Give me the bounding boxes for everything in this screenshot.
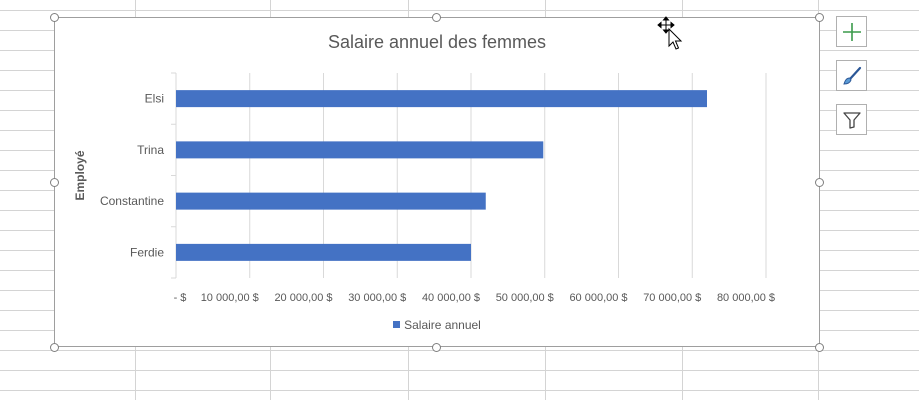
y-axis-title[interactable]: Employé — [73, 150, 87, 200]
bar-elsi[interactable] — [176, 90, 707, 108]
category-label: Trina — [137, 143, 164, 157]
resize-handle-bottom-right[interactable] — [815, 343, 824, 352]
chart-filters-button[interactable] — [836, 104, 867, 135]
chart-elements-button[interactable] — [836, 16, 867, 47]
x-tick-label: 50 000,00 $ — [496, 292, 554, 304]
resize-handle-top-middle[interactable] — [432, 13, 441, 22]
resize-handle-top-left[interactable] — [50, 13, 59, 22]
bar-ferdie[interactable] — [176, 243, 471, 261]
x-tick-label: 60 000,00 $ — [569, 292, 627, 304]
chart-title[interactable]: Salaire annuel des femmes — [327, 32, 547, 52]
paintbrush-icon — [842, 66, 861, 85]
category-label: Elsi — [145, 92, 164, 106]
legend-swatch — [393, 321, 401, 328]
chart-area[interactable]: Salaire annuel des femmes - $ 10 000,00 $… — [54, 17, 820, 347]
resize-handle-bottom-middle[interactable] — [432, 343, 441, 352]
category-label: Ferdie — [130, 245, 164, 259]
funnel-icon — [842, 111, 861, 129]
resize-handle-middle-left[interactable] — [50, 178, 59, 187]
resize-handle-top-right[interactable] — [815, 13, 824, 22]
x-tick-label: 20 000,00 $ — [274, 292, 332, 304]
chart-styles-button[interactable] — [836, 60, 867, 91]
bar-trina[interactable] — [176, 141, 544, 159]
bar-constantine[interactable] — [176, 192, 486, 210]
resize-handle-middle-right[interactable] — [815, 178, 824, 187]
legend[interactable]: Salaire annuel — [55, 318, 819, 332]
x-tick-label: 70 000,00 $ — [643, 292, 701, 304]
plot-area[interactable]: - $ 10 000,00 $ 20 000,00 $ 30 000,00 $ 40 0… — [55, 18, 819, 346]
x-tick-label: 30 000,00 $ — [348, 292, 406, 304]
x-tick-label: 40 000,00 $ — [422, 292, 480, 304]
legend-label: Salaire annuel — [404, 318, 481, 332]
category-label: Constantine — [100, 194, 164, 208]
x-tick-label: - $ — [174, 292, 187, 304]
move-cursor-icon — [657, 16, 683, 50]
plus-icon — [842, 22, 861, 41]
resize-handle-bottom-left[interactable] — [50, 343, 59, 352]
x-tick-label: 80 000,00 $ — [717, 292, 775, 304]
x-tick-label: 10 000,00 $ — [201, 292, 259, 304]
